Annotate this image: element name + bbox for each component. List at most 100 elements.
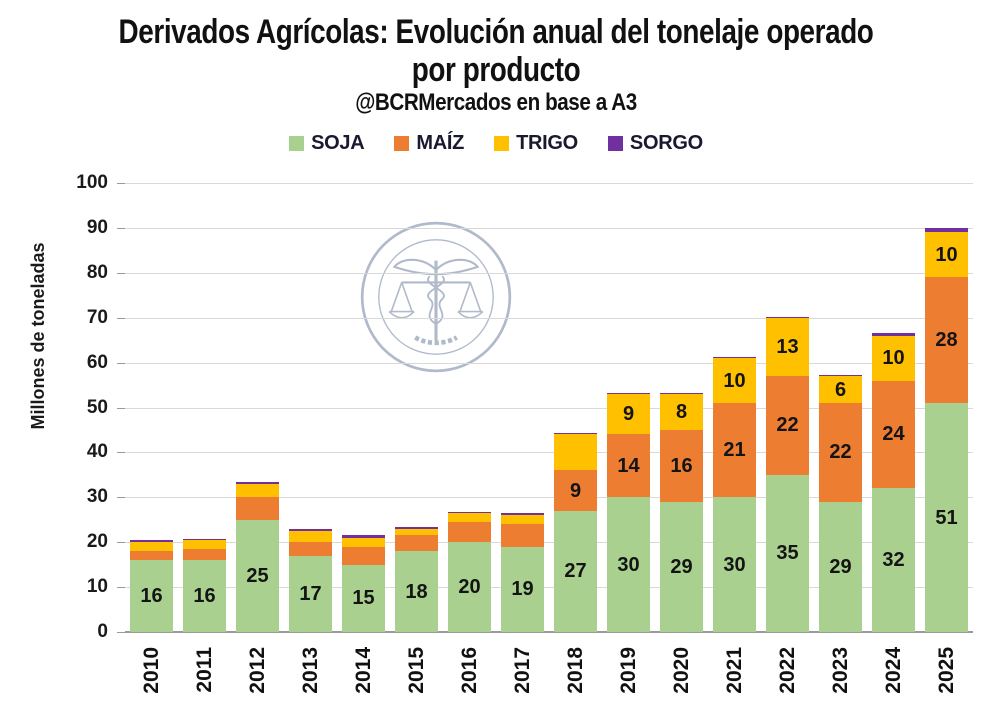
- y-tick-mark: [117, 317, 125, 319]
- legend-item-trigo: TRIGO: [494, 132, 578, 155]
- chart-subtitle: @BCRMercados en base a A3: [355, 89, 637, 116]
- legend-item-soja: SOJA: [289, 132, 365, 155]
- bar-2016-sorgo: [448, 512, 491, 513]
- bar-label-2019-maíz: 14: [617, 454, 640, 477]
- bar-2025-trigo: [925, 232, 968, 278]
- bar-2018-soja: [554, 510, 597, 632]
- x-tick-label-2017: 2017: [510, 647, 534, 694]
- bar-2025-maíz: [925, 277, 968, 403]
- x-tick-label-2023: 2023: [828, 647, 852, 694]
- bar-2020-trigo: [660, 394, 703, 430]
- bar-2015-maíz: [395, 535, 438, 552]
- chart-title-line1: Derivados Agrícolas: Evolución anual del…: [118, 13, 874, 51]
- y-tick-mark: [117, 272, 125, 274]
- x-tick-label-2014: 2014: [351, 647, 375, 694]
- x-tick-label-2024: 2024: [881, 647, 905, 694]
- bar-2016-soja: [448, 542, 491, 632]
- y-tick-label: 100: [76, 172, 108, 193]
- y-tick-mark: [117, 632, 125, 633]
- legend-swatch-soja: [289, 136, 305, 151]
- bar-label-2025-trigo: 10: [935, 243, 958, 266]
- gridline-40: [125, 452, 973, 454]
- bar-2018-sorgo: [554, 433, 597, 435]
- x-tick-label-2010: 2010: [139, 647, 163, 694]
- chart-title-line2: por producto: [411, 51, 581, 89]
- bar-2019-maíz: [607, 434, 650, 498]
- bar-label-2020-soja: 29: [670, 555, 693, 578]
- bar-label-2023-trigo: 6: [834, 378, 847, 401]
- bar-2023-trigo: [819, 376, 862, 403]
- legend-label-sorgo: SORGO: [629, 132, 703, 154]
- bar-2011-soja: [183, 560, 226, 632]
- bar-label-2020-trigo: 8: [675, 400, 688, 423]
- x-axis-line: [125, 631, 973, 633]
- gridline-70: [125, 317, 973, 319]
- bar-label-2021-trigo: 10: [723, 369, 746, 392]
- bar-label-2019-soja: 30: [617, 553, 640, 576]
- bar-2020-sorgo: [660, 393, 703, 395]
- bar-label-2022-soja: 35: [776, 542, 799, 565]
- y-tick-label: 50: [86, 396, 108, 418]
- legend-label-trigo: TRIGO: [516, 132, 578, 154]
- bar-2015-trigo: [395, 528, 438, 536]
- y-tick-label: 90: [86, 216, 108, 238]
- x-tick-label-2025: 2025: [934, 647, 958, 694]
- y-tick-label: 0: [97, 621, 108, 642]
- gridline-90: [125, 227, 973, 229]
- bar-2021-soja: [713, 497, 756, 632]
- bar-2011-sorgo: [183, 538, 226, 540]
- scales-right-pan-icon: [457, 282, 484, 319]
- bar-label-2021-soja: 30: [723, 553, 746, 576]
- bar-2016-trigo: [448, 513, 491, 522]
- bar-label-2025-soja: 51: [935, 506, 958, 529]
- bar-label-2017-soja: 19: [511, 578, 534, 601]
- scales-left-pan-icon: [388, 282, 415, 319]
- y-tick-mark: [117, 452, 125, 454]
- bar-2022-soja: [766, 474, 809, 632]
- bar-2024-maíz: [872, 380, 915, 489]
- bar-2010-trigo: [130, 542, 173, 552]
- bar-2018-trigo: [554, 434, 597, 471]
- bar-label-2019-trigo: 9: [622, 403, 635, 426]
- bar-label-2023-soja: 29: [829, 555, 852, 578]
- gridline-80: [125, 272, 973, 274]
- x-tick-label-2018: 2018: [563, 647, 587, 694]
- bar-label-2016-soja: 20: [458, 576, 481, 599]
- bar-label-2022-maíz: 22: [776, 414, 799, 437]
- y-tick-mark: [117, 227, 125, 229]
- y-tick-mark: [117, 542, 125, 544]
- bar-2012-maíz: [236, 497, 279, 520]
- bar-2011-maíz: [183, 548, 226, 561]
- gridline-100: [125, 183, 973, 184]
- bar-2020-maíz: [660, 429, 703, 502]
- bar-2022-trigo: [766, 317, 809, 377]
- gridline-30: [125, 497, 973, 499]
- x-tick-label-2015: 2015: [404, 647, 428, 694]
- y-tick-label: 80: [86, 261, 108, 283]
- bar-2025-soja: [925, 403, 968, 632]
- bar-2012-soja: [236, 519, 279, 632]
- bar-label-2018-soja: 27: [564, 560, 587, 583]
- bar-2015-soja: [395, 551, 438, 632]
- bar-label-2013-soja: 17: [299, 582, 322, 605]
- bar-label-2024-soja: 32: [882, 549, 905, 572]
- bar-2012-sorgo: [236, 481, 279, 484]
- x-tick-label-2013: 2013: [298, 647, 322, 694]
- bar-2014-trigo: [342, 537, 385, 547]
- x-tick-label-2012: 2012: [245, 647, 269, 694]
- y-tick-label: 40: [86, 441, 108, 463]
- bar-2017-sorgo: [501, 513, 544, 516]
- bar-label-2024-maíz: 24: [882, 423, 905, 446]
- y-tick-mark: [117, 362, 125, 364]
- bar-2022-maíz: [766, 376, 809, 475]
- seal-motto-band: [414, 335, 458, 346]
- bar-2024-trigo: [872, 335, 915, 381]
- x-tick-label-2011: 2011: [192, 647, 216, 693]
- y-tick-mark: [117, 183, 125, 184]
- bar-label-2020-maíz: 16: [670, 454, 693, 477]
- legend-item-sorgo: SORGO: [607, 132, 703, 155]
- gridline-60: [125, 362, 973, 364]
- x-tick-label-2020: 2020: [669, 647, 693, 694]
- bar-2019-soja: [607, 497, 650, 632]
